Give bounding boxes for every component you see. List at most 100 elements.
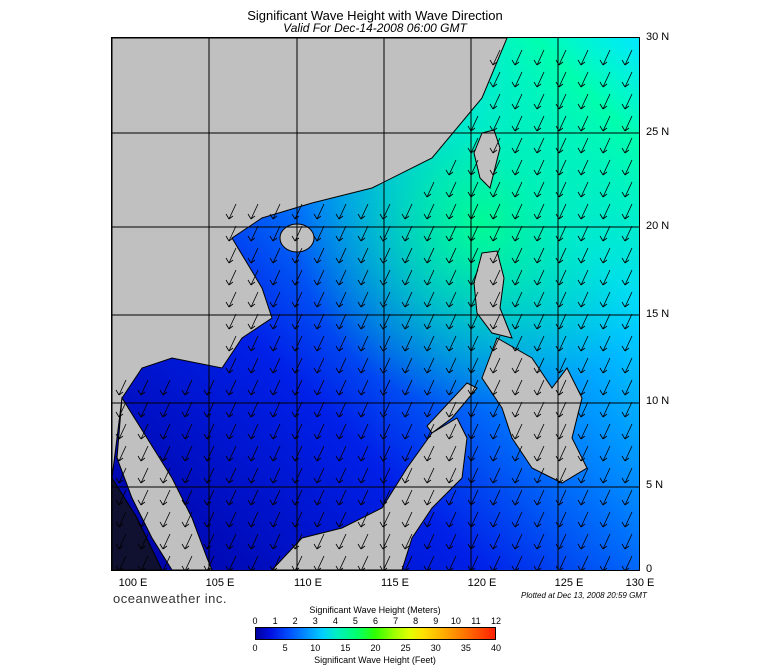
wave-direction-arrow [335,511,347,528]
wave-direction-arrow [467,203,479,220]
wave-direction-arrow [247,291,259,308]
wave-direction-arrow [225,401,237,418]
wave-direction-arrow [379,423,391,440]
wave-direction-arrow [511,225,523,242]
wave-direction-arrow [555,533,567,550]
wave-direction-arrow [445,335,457,352]
wave-direction-arrow [225,555,237,570]
wave-direction-arrow [335,225,347,242]
wave-direction-arrow [511,93,523,110]
wave-direction-arrow [489,225,501,242]
wave-direction-arrow [269,203,281,220]
wave-direction-arrow [467,555,479,570]
wave-direction-arrow [291,533,303,550]
wave-direction-arrow [577,467,589,484]
wave-direction-arrow [533,115,545,132]
wave-direction-arrow [423,291,435,308]
wave-direction-arrow [577,137,589,154]
wave-direction-arrow [533,181,545,198]
wave-direction-arrow [445,467,457,484]
wave-direction-arrow [489,159,501,176]
wave-direction-arrow [445,401,457,418]
wave-direction-arrow [335,357,347,374]
wave-direction-arrow [621,445,633,462]
wave-direction-arrow [489,269,501,286]
wave-direction-arrow [225,467,237,484]
wave-direction-arrow [357,467,369,484]
wave-direction-arrow [621,247,633,264]
wave-direction-arrow [467,467,479,484]
wave-direction-arrow [511,335,523,352]
wave-direction-arrow [533,269,545,286]
lat-label-5n: 5 N [646,479,664,491]
colorbar-tick-meters: 5 [352,616,358,626]
wave-direction-arrow [533,49,545,66]
wave-direction-arrow [401,203,413,220]
wave-map-canvas [112,38,639,570]
colorbar-tick-meters: 8 [413,616,419,626]
wave-direction-arrow [137,423,149,440]
wave-direction-arrow [599,137,611,154]
wave-direction-arrow [489,533,501,550]
wave-direction-arrow [225,203,237,220]
wave-direction-arrow [379,247,391,264]
lat-label-25n: 25 N [646,126,670,138]
wave-direction-arrow [269,555,281,570]
wave-direction-arrow [467,115,479,132]
wave-direction-arrow [555,357,567,374]
wave-direction-arrow [335,313,347,330]
wave-direction-arrow [379,269,391,286]
colorbar-tick-feet: 35 [460,643,471,653]
wave-direction-arrow [291,379,303,396]
colorbar-tick-meters: 6 [372,616,378,626]
wave-direction-arrow [445,533,457,550]
wave-direction-arrow [621,467,633,484]
wave-direction-arrow [401,489,413,506]
wave-direction-arrow [401,401,413,418]
wave-direction-arrow [423,247,435,264]
wave-direction-arrow [489,379,501,396]
wave-direction-arrow [401,225,413,242]
wave-direction-arrow [269,401,281,418]
wave-direction-arrow [379,379,391,396]
wave-direction-arrow [137,401,149,418]
wave-direction-arrow [621,291,633,308]
wave-direction-arrow [621,49,633,66]
wave-direction-arrow [423,467,435,484]
wave-direction-arrow [621,423,633,440]
wave-direction-arrow [555,115,567,132]
wave-direction-arrow [269,423,281,440]
wave-direction-arrow [357,313,369,330]
wave-direction-arrow [137,467,149,484]
wave-direction-arrow [445,423,457,440]
wave-direction-arrow [445,159,457,176]
wave-direction-arrow [357,423,369,440]
lon-label-110e: 110 E [294,577,322,589]
wave-direction-arrow [335,489,347,506]
wave-direction-arrow [247,533,259,550]
wave-direction-arrow [533,533,545,550]
wave-direction-arrow [423,203,435,220]
wave-direction-arrow [181,423,193,440]
wave-direction-arrow [621,137,633,154]
wave-direction-arrow [313,291,325,308]
wave-direction-arrow [247,313,259,330]
wave-direction-arrow [467,489,479,506]
wave-direction-arrow [115,511,127,528]
wave-direction-arrow [203,423,215,440]
wave-direction-arrow [577,335,589,352]
wave-direction-arrow [379,401,391,418]
wave-direction-arrow [511,115,523,132]
wave-direction-arrow [225,247,237,264]
wave-direction-arrow [511,467,523,484]
wave-direction-arrow [379,203,391,220]
wave-direction-arrow [555,247,567,264]
wave-direction-arrow [511,291,523,308]
wave-direction-arrow [181,533,193,550]
wave-direction-arrow [401,533,413,550]
brand-logo-text: oceanweather inc. [113,591,228,606]
wave-direction-arrow [291,423,303,440]
wave-direction-arrow [467,159,479,176]
wave-direction-arrow [467,401,479,418]
wave-direction-arrow [511,401,523,418]
